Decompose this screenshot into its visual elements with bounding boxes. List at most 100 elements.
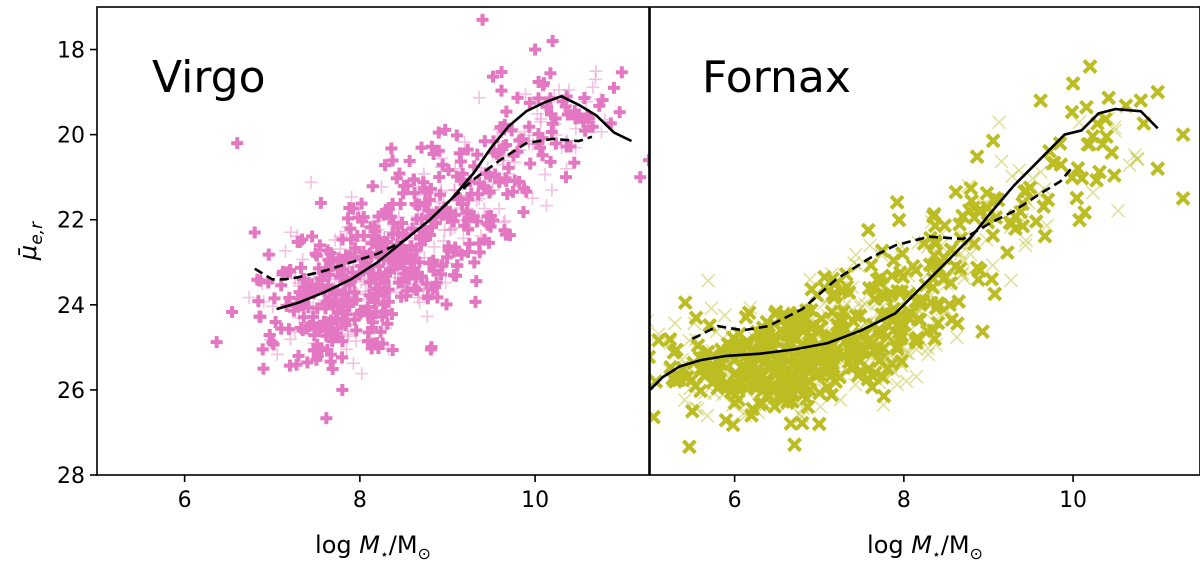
plus-marker [378, 231, 392, 245]
plus-marker [434, 160, 448, 174]
cross-marker [963, 180, 979, 196]
cross-marker [952, 261, 968, 277]
plus-marker [521, 119, 535, 133]
cross-marker [809, 350, 825, 366]
plus-marker [311, 279, 324, 292]
plus-marker [432, 195, 446, 209]
plus-marker [607, 81, 620, 94]
cross-marker [1122, 157, 1137, 173]
plus-marker [346, 356, 360, 370]
cross-marker [1133, 93, 1149, 109]
plus-marker [266, 336, 279, 349]
plus-marker [449, 208, 462, 221]
cross-marker [871, 353, 887, 369]
plus-marker [386, 228, 399, 241]
plus-marker [489, 168, 502, 181]
cross-marker [858, 316, 873, 331]
plus-marker [562, 83, 576, 97]
plus-marker [354, 306, 367, 319]
cross-marker [846, 255, 862, 271]
plus-marker [362, 309, 375, 322]
plus-marker [534, 115, 548, 129]
y-axis-label-subscript: e,r [27, 221, 47, 245]
plus-marker [536, 149, 549, 162]
virgo-curves [254, 94, 633, 311]
plus-marker [226, 305, 239, 318]
plus-marker [385, 308, 398, 321]
plus-marker [400, 284, 413, 297]
cross-marker [684, 372, 700, 388]
cross-marker [1085, 185, 1101, 200]
plus-marker [392, 210, 406, 224]
cross-marker [891, 212, 907, 228]
cross-marker [650, 349, 657, 365]
plus-marker [311, 350, 324, 363]
cross-marker [1005, 169, 1020, 184]
cross-marker [957, 271, 972, 286]
plus-marker [564, 140, 577, 153]
plus-marker [561, 108, 574, 121]
plus-marker [505, 124, 518, 137]
cross-marker [828, 308, 843, 323]
plus-marker [333, 242, 347, 256]
plus-marker [296, 324, 309, 337]
plus-marker [461, 245, 474, 258]
plus-marker [310, 249, 323, 262]
plus-marker [634, 171, 647, 184]
plus-marker [529, 43, 542, 56]
plus-marker [422, 204, 435, 217]
cross-marker [901, 346, 916, 361]
cross-marker [725, 417, 741, 433]
plus-marker [483, 185, 496, 198]
plus-marker [320, 412, 333, 425]
plus-marker [364, 221, 377, 234]
plus-marker [555, 140, 569, 154]
plus-marker [401, 223, 415, 237]
plus-marker [589, 64, 603, 78]
plus-marker [415, 141, 428, 154]
cross-marker [667, 316, 683, 331]
plus-marker [430, 276, 443, 289]
plus-marker [549, 112, 562, 125]
plus-marker [421, 290, 434, 303]
cross-marker [895, 246, 910, 262]
plus-marker [386, 154, 399, 167]
plus-marker [301, 356, 314, 369]
cross-marker [1052, 135, 1068, 151]
cross-marker [1028, 214, 1044, 229]
cross-marker [799, 391, 815, 406]
cross-marker [969, 149, 985, 165]
cross-marker [743, 300, 758, 315]
cross-marker [874, 247, 889, 263]
cross-marker [948, 184, 964, 200]
plus-marker [538, 168, 552, 182]
plus-marker [434, 188, 447, 201]
plus-marker [262, 247, 276, 261]
plus-marker [493, 175, 506, 188]
plus-marker [423, 193, 436, 206]
plus-marker [472, 192, 486, 206]
cross-marker [1069, 190, 1085, 206]
plus-marker [384, 210, 397, 223]
cross-marker [1025, 171, 1040, 186]
plus-marker [328, 272, 342, 286]
cross-marker [969, 260, 985, 276]
cross-marker [794, 415, 810, 431]
cross-marker [985, 228, 1001, 243]
plus-marker [355, 367, 369, 381]
plus-marker [408, 262, 421, 275]
plus-marker [292, 349, 305, 362]
plus-marker [336, 351, 349, 364]
plus-marker [314, 196, 327, 209]
plus-marker [296, 252, 310, 266]
cross-marker [1037, 228, 1053, 244]
cross-marker [782, 335, 797, 350]
cross-marker [913, 292, 929, 308]
cross-marker [939, 276, 954, 291]
plus-marker [420, 309, 434, 323]
cross-marker [828, 287, 844, 303]
plus-marker [411, 209, 425, 223]
plus-marker [492, 202, 506, 216]
plus-marker [372, 295, 386, 309]
cross-marker [1015, 218, 1031, 234]
